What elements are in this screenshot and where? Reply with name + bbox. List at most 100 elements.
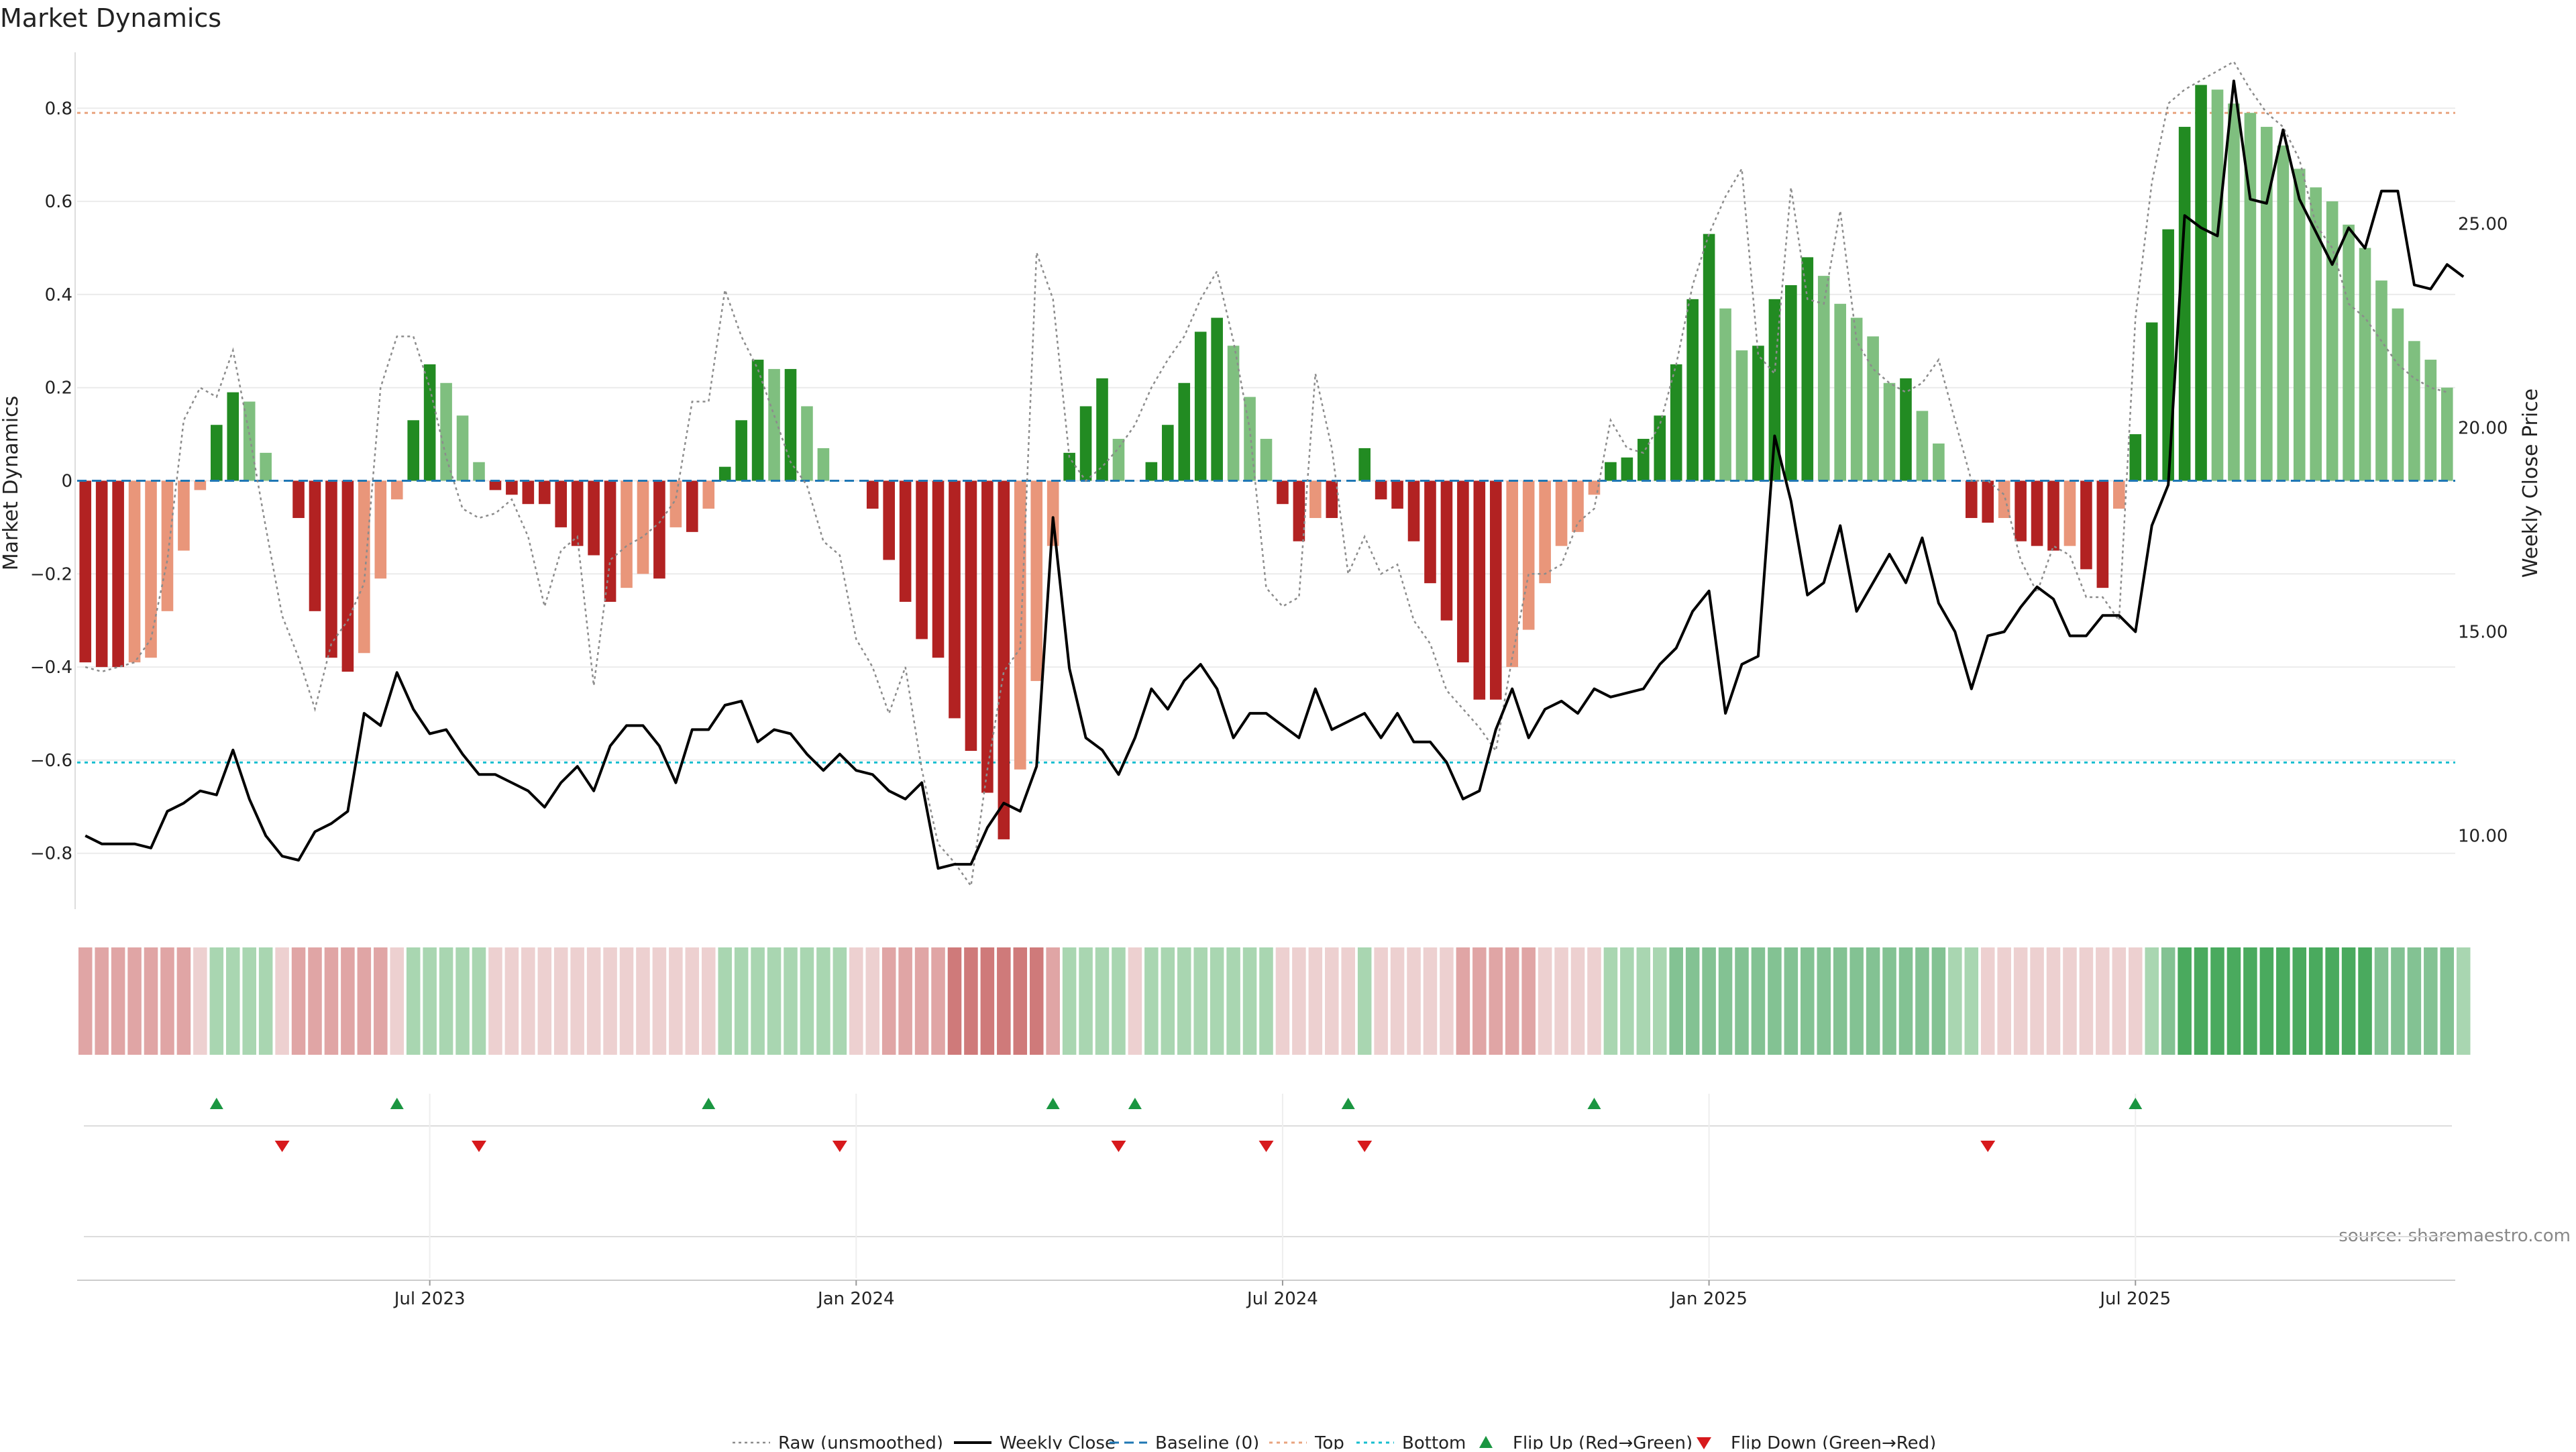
market-dynamics-bar <box>194 480 207 490</box>
x-tick-label: Jul 2023 <box>393 1289 466 1309</box>
heatmap-cell <box>947 947 962 1055</box>
heatmap-cell <box>1390 947 1405 1055</box>
heatmap-cell <box>2374 947 2389 1055</box>
heatmap-cell <box>2391 947 2405 1055</box>
heatmap-cell <box>1472 947 1487 1055</box>
heatmap-cell <box>1144 947 1159 1055</box>
heatmap-cell <box>1735 947 1749 1055</box>
market-dynamics-bar <box>1424 480 1436 584</box>
market-dynamics-bar <box>2424 360 2437 481</box>
heatmap-cell <box>1505 947 1519 1055</box>
heatmap-cell <box>537 947 552 1055</box>
heatmap-cell <box>406 947 421 1055</box>
y2-tick-label: 10.00 <box>2458 827 2508 847</box>
market-dynamics-bar <box>1883 382 1896 481</box>
flip-up-marker <box>2129 1098 2143 1109</box>
market-dynamics-bar <box>669 480 682 527</box>
y2-tick-label: 15.00 <box>2458 622 2508 642</box>
market-dynamics-bar <box>2195 85 2207 481</box>
heatmap-cell <box>619 947 634 1055</box>
heatmap-cell <box>242 947 256 1055</box>
heatmap-cell <box>1128 947 1142 1055</box>
market-dynamics-bar <box>1752 346 1764 481</box>
market-dynamics-bar <box>325 480 337 658</box>
heatmap-cell <box>2440 947 2455 1055</box>
market-dynamics-bar <box>1605 462 1617 481</box>
market-dynamics-bar <box>95 480 108 668</box>
heatmap-cell <box>570 947 584 1055</box>
market-dynamics-bar <box>79 480 92 663</box>
market-dynamics-bar <box>178 480 190 551</box>
market-dynamics-bar <box>1522 480 1535 630</box>
heatmap-cell <box>2013 947 2028 1055</box>
market-dynamics-bar <box>1326 480 1338 519</box>
heatmap-cell <box>1587 947 1601 1055</box>
heatmap-cell <box>275 947 289 1055</box>
heatmap-cell <box>1833 947 1847 1055</box>
market-dynamics-bar <box>784 368 797 481</box>
market-dynamics-bar <box>407 420 419 481</box>
market-dynamics-bar <box>2261 127 2273 481</box>
market-dynamics-bar <box>1670 364 1682 481</box>
market-dynamics-bar <box>686 480 698 532</box>
market-dynamics-bar <box>2063 480 2076 546</box>
heatmap-cell <box>553 947 568 1055</box>
heatmap-cell <box>1161 947 1175 1055</box>
heatmap-cell <box>1292 947 1306 1055</box>
heatmap-cell <box>209 947 224 1055</box>
market-dynamics-bar <box>2145 322 2158 481</box>
market-dynamics-bar <box>637 480 649 574</box>
market-dynamics-bar <box>883 480 895 560</box>
market-dynamics-bar <box>2096 480 2109 588</box>
heatmap-cell <box>2358 947 2372 1055</box>
market-dynamics-bar <box>1867 336 1879 481</box>
market-dynamics-bar <box>998 480 1010 839</box>
heatmap-cell <box>111 947 125 1055</box>
market-dynamics-bar <box>1407 480 1420 541</box>
market-dynamics-bar <box>2293 168 2306 481</box>
market-dynamics-bar <box>604 480 616 602</box>
market-dynamics-bar <box>2080 480 2092 570</box>
market-dynamics-bar <box>2031 480 2043 546</box>
heatmap-cell <box>95 947 109 1055</box>
heatmap-cell <box>800 947 814 1055</box>
heatmap-cell <box>1259 947 1273 1055</box>
market-dynamics-bar <box>1768 299 1781 481</box>
legend-label: Top <box>1314 1433 1344 1449</box>
legend-label: Baseline (0) <box>1155 1433 1259 1449</box>
heatmap-cell <box>1226 947 1240 1055</box>
market-dynamics-bar <box>2015 480 2027 541</box>
heatmap-cell <box>2276 947 2290 1055</box>
heatmap-cell <box>2407 947 2422 1055</box>
market-dynamics-bar <box>1244 397 1256 481</box>
y-tick-label: −0.2 <box>30 564 72 584</box>
heatmap-cell <box>2325 947 2339 1055</box>
heatmap-cell <box>488 947 502 1055</box>
y2-tick-label: 25.00 <box>2458 214 2508 234</box>
market-dynamics-bar <box>145 480 157 658</box>
heatmap-cell <box>1341 947 1356 1055</box>
heatmap-cell <box>127 947 142 1055</box>
heatmap-cell <box>2178 947 2192 1055</box>
market-dynamics-bar <box>1555 480 1568 546</box>
market-dynamics-bar <box>653 480 665 579</box>
market-dynamics-bar <box>522 480 535 505</box>
heatmap-cell <box>997 947 1011 1055</box>
heatmap-cell <box>2341 947 2356 1055</box>
market-dynamics-bar <box>1539 480 1551 584</box>
market-dynamics-bar <box>718 466 731 481</box>
market-dynamics-bar <box>1046 480 1059 546</box>
heatmap-cell <box>2079 947 2094 1055</box>
market-dynamics-bar <box>2178 127 2191 481</box>
market-dynamics-bar <box>1358 448 1371 481</box>
market-dynamics-bar <box>2129 434 2142 481</box>
heatmap-cell <box>636 947 650 1055</box>
market-dynamics-bar <box>2310 187 2322 481</box>
market-dynamics-bar <box>374 480 387 579</box>
heatmap-cell <box>1095 947 1110 1055</box>
legend-label: Flip Up (Red→Green) <box>1513 1433 1693 1449</box>
heatmap-cell <box>1849 947 1864 1055</box>
heatmap-cell <box>1718 947 1733 1055</box>
